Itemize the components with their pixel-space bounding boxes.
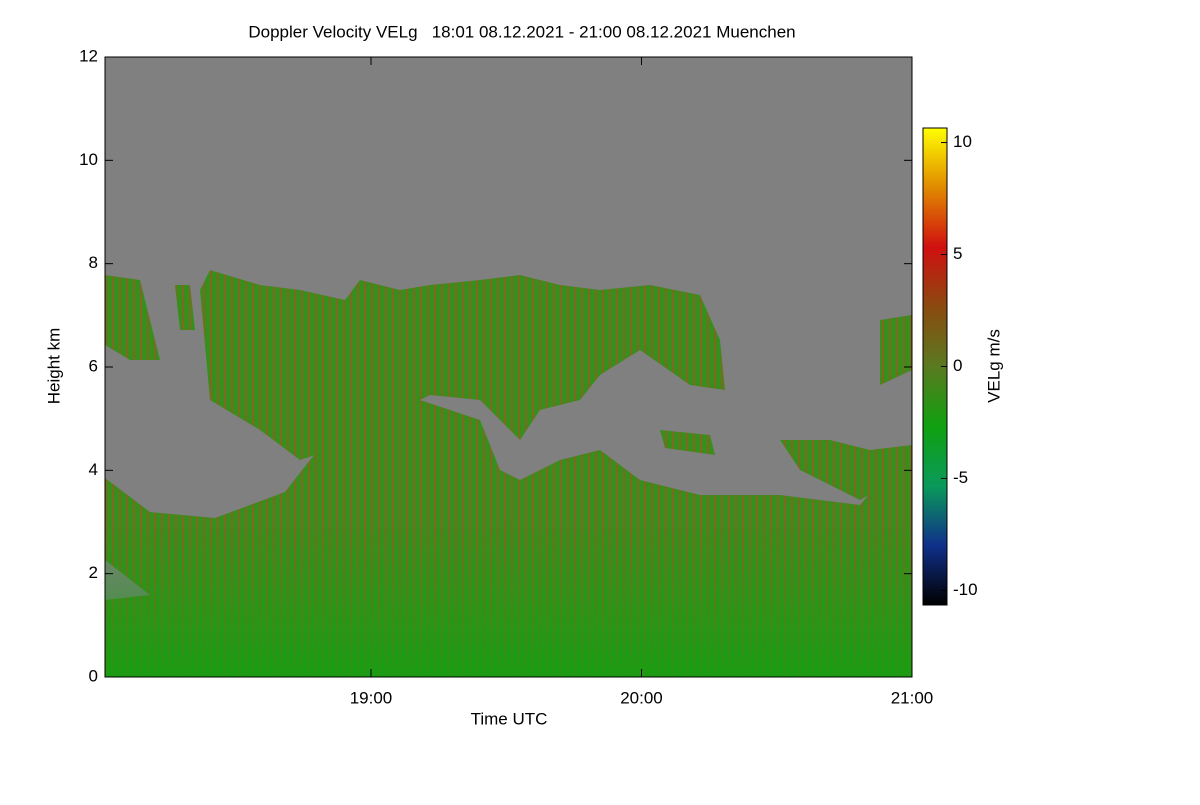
y-tick-label: 4 (89, 460, 98, 479)
colorbar-label: VELg m/s (984, 329, 1003, 403)
colorbar-tick-label: -5 (953, 468, 968, 487)
x-tick-label: 19:00 (350, 688, 393, 707)
colorbar-tick-label: -10 (953, 580, 978, 599)
x-tick-label: 21:00 (891, 688, 934, 707)
y-tick-label: 2 (89, 563, 98, 582)
y-tick-label: 10 (79, 150, 98, 169)
chart-title: Doppler Velocity VELg 18:01 08.12.2021 -… (248, 22, 795, 41)
colorbar-tick-label: 0 (953, 356, 962, 375)
colorbar-tick-label: 5 (953, 244, 962, 263)
y-tick-label: 12 (79, 46, 98, 65)
y-tick-label: 0 (89, 666, 98, 685)
y-tick-label: 6 (89, 356, 98, 375)
y-tick-label: 8 (89, 253, 98, 272)
y-axis-label: Height km (44, 328, 63, 405)
echo-regions (105, 270, 912, 677)
x-tick-label: 20:00 (620, 688, 663, 707)
x-axis-label: Time UTC (471, 709, 548, 728)
colorbar-tick-label: 10 (953, 132, 972, 151)
